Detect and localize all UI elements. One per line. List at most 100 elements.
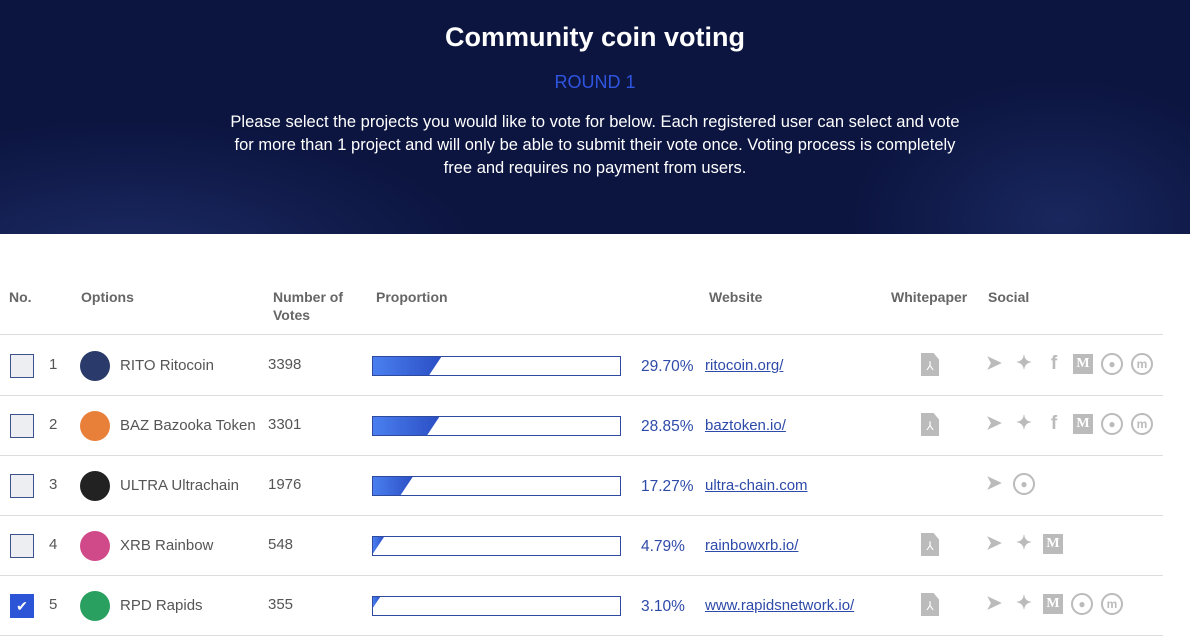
bitcointalk-icon[interactable]: ● [1101, 353, 1123, 375]
vote-count: 548 [268, 536, 294, 553]
telegram-icon[interactable]: ➤ [986, 533, 1002, 554]
col-social: Social [988, 289, 1030, 305]
bitcointalk-icon[interactable]: ● [1013, 473, 1035, 495]
coin-fullname: Bazooka Token [153, 417, 256, 434]
col-whitepaper: Whitepaper [891, 289, 968, 305]
twitter-icon[interactable]: ✦ [1016, 413, 1032, 434]
proportion-percent: 3.10% [641, 598, 685, 615]
proportion-percent: 4.79% [641, 538, 685, 555]
coin-symbol: XRB [120, 537, 151, 554]
facebook-icon[interactable]: f [1050, 353, 1058, 374]
medium-icon[interactable]: M [1073, 354, 1093, 374]
table-header: No. Options Number of Votes Proportion W… [0, 285, 1163, 335]
description: Please select the projects you would lik… [230, 113, 960, 177]
proportion-bar [372, 596, 621, 616]
coin-fullname: Ultrachain [171, 477, 239, 494]
coin-logo [80, 351, 110, 381]
hero-banner: Community coin voting ROUND 1 Please sel… [0, 0, 1190, 234]
website-link[interactable]: ultra-chain.com [705, 477, 808, 494]
coin-fullname: Ritocoin [159, 357, 214, 374]
coin-symbol: ULTRA [120, 477, 168, 494]
bitcointalk-icon[interactable]: ● [1101, 413, 1123, 435]
proportion-fill [373, 417, 439, 435]
medium-icon[interactable]: M [1043, 534, 1063, 554]
proportion-fill [373, 597, 380, 615]
proportion-percent: 17.27% [641, 478, 694, 495]
vote-count: 355 [268, 596, 294, 613]
social-links: ➤ ✦ M ● m [983, 593, 1123, 615]
proportion-fill [373, 537, 384, 555]
table-row: ✔ 5 RPD Rapids 355 3.10% www.rapidsnetwo… [0, 576, 1163, 636]
round-label: ROUND 1 [554, 72, 636, 92]
proportion-bar [372, 476, 621, 496]
medium-icon[interactable]: M [1073, 414, 1093, 434]
coin-name: RITO Ritocoin [120, 357, 214, 374]
whitepaper-pdf-icon[interactable]: ⅄ [921, 593, 939, 616]
row-number: 5 [49, 596, 58, 613]
coin-symbol: RITO [120, 357, 156, 374]
vote-checkbox[interactable]: ✔ [10, 594, 34, 618]
telegram-icon[interactable]: ➤ [986, 593, 1002, 614]
twitter-icon[interactable]: ✦ [1016, 533, 1032, 554]
proportion-bar [372, 536, 621, 556]
vote-checkbox[interactable] [10, 534, 34, 558]
vote-checkbox[interactable] [10, 474, 34, 498]
social-links: ➤ ● [983, 473, 1035, 495]
proportion-bar [372, 356, 621, 376]
row-number: 3 [49, 476, 58, 493]
page-title: Community coin voting [445, 22, 745, 52]
coin-logo [80, 531, 110, 561]
social-links: ➤ ✦ M [983, 533, 1063, 555]
table-row: 2 BAZ Bazooka Token 3301 28.85% baztoken… [0, 396, 1163, 456]
row-number: 1 [49, 356, 58, 373]
twitter-icon[interactable]: ✦ [1016, 593, 1032, 614]
table-row: 1 RITO Ritocoin 3398 29.70% ritocoin.org… [0, 336, 1163, 396]
row-number: 4 [49, 536, 58, 553]
proportion-fill [373, 477, 413, 495]
coin-name: BAZ Bazooka Token [120, 417, 256, 434]
vote-checkbox[interactable] [10, 414, 34, 438]
telegram-icon[interactable]: ➤ [986, 413, 1002, 434]
coin-logo [80, 411, 110, 441]
vote-checkbox[interactable] [10, 354, 34, 378]
vote-count: 3301 [268, 416, 302, 433]
coin-name: RPD Rapids [120, 597, 203, 614]
telegram-icon[interactable]: ➤ [986, 473, 1002, 494]
col-proportion: Proportion [376, 289, 448, 305]
coin-logo [80, 471, 110, 501]
whitepaper-pdf-icon[interactable]: ⅄ [921, 353, 939, 376]
coin-fullname: Rapids [155, 597, 203, 614]
whitepaper-pdf-icon[interactable]: ⅄ [921, 533, 939, 556]
proportion-percent: 29.70% [641, 358, 694, 375]
coinmarketcap-icon[interactable]: m [1131, 413, 1153, 435]
col-no: No. [9, 289, 32, 305]
whitepaper-pdf-icon[interactable]: ⅄ [921, 413, 939, 436]
table-row: 4 XRB Rainbow 548 4.79% rainbowxrb.io/ ⅄… [0, 516, 1163, 576]
proportion-bar [372, 416, 621, 436]
col-website: Website [709, 289, 763, 305]
vote-count: 3398 [268, 356, 302, 373]
coinmarketcap-icon[interactable]: m [1131, 353, 1153, 375]
coinmarketcap-icon[interactable]: m [1101, 593, 1123, 615]
coin-name: XRB Rainbow [120, 537, 213, 554]
website-link[interactable]: rainbowxrb.io/ [705, 537, 799, 554]
social-links: ➤ ✦ f M ● m [983, 353, 1153, 375]
social-links: ➤ ✦ f M ● m [983, 413, 1153, 435]
bitcointalk-icon[interactable]: ● [1071, 593, 1093, 615]
coin-fullname: Rainbow [155, 537, 214, 554]
website-link[interactable]: www.rapidsnetwork.io/ [705, 597, 855, 614]
facebook-icon[interactable]: f [1050, 413, 1058, 434]
coin-name: ULTRA Ultrachain [120, 477, 239, 494]
row-number: 2 [49, 416, 58, 433]
website-link[interactable]: baztoken.io/ [705, 417, 786, 434]
telegram-icon[interactable]: ➤ [986, 353, 1002, 374]
col-votes: Number of Votes [273, 289, 343, 323]
proportion-fill [373, 357, 441, 375]
twitter-icon[interactable]: ✦ [1016, 353, 1032, 374]
medium-icon[interactable]: M [1043, 594, 1063, 614]
website-link[interactable]: ritocoin.org/ [705, 357, 784, 374]
coin-symbol: BAZ [120, 417, 150, 434]
coin-symbol: RPD [120, 597, 152, 614]
col-options: Options [81, 289, 134, 305]
proportion-percent: 28.85% [641, 418, 694, 435]
